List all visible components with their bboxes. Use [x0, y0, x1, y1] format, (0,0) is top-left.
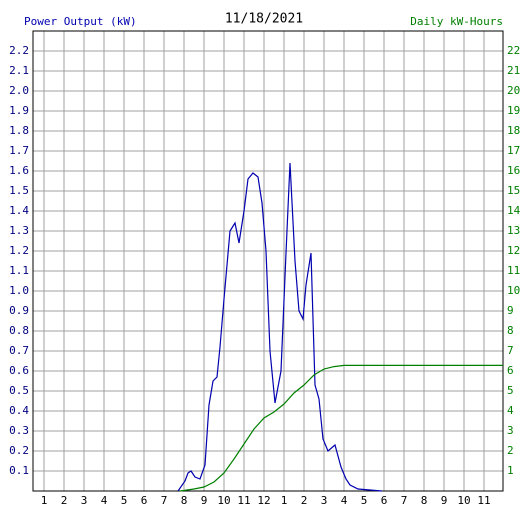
y2-tick-label: 17: [507, 144, 520, 157]
x-tick-label: 4: [341, 494, 348, 507]
y-tick-label: 0.3: [9, 424, 29, 437]
y-tick-label: 2.0: [9, 84, 29, 97]
y2-axis-label: Daily kW-Hours: [410, 15, 503, 28]
y-tick-label: 2.1: [9, 64, 29, 77]
x-tick-label: 11: [477, 494, 490, 507]
y-tick-label: 1.2: [9, 244, 29, 257]
y-tick-label: 2.2: [9, 44, 29, 57]
plot-border: [32, 30, 504, 492]
x-tick-label: 9: [201, 494, 208, 507]
y2-tick-label: 5: [507, 384, 514, 397]
y-tick-label: 1.6: [9, 164, 29, 177]
y2-tick-label: 21: [507, 64, 520, 77]
y2-tick-label: 10: [507, 284, 520, 297]
x-tick-label: 1: [281, 494, 288, 507]
x-tick-label: 2: [61, 494, 68, 507]
chart-title: 11/18/2021: [225, 12, 303, 27]
x-tick-label: 4: [101, 494, 108, 507]
y2-tick-label: 16: [507, 164, 520, 177]
y2-tick-label: 13: [507, 224, 520, 237]
y2-tick-label: 7: [507, 344, 514, 357]
data-line: [179, 364, 503, 492]
y2-tick-label: 15: [507, 184, 520, 197]
x-tick-label: 3: [321, 494, 328, 507]
y2-tick-label: 20: [507, 84, 520, 97]
y-tick-label: 0.2: [9, 444, 29, 457]
y2-tick-label: 12: [507, 244, 520, 257]
y-tick-label: 0.8: [9, 324, 29, 337]
x-tick-label: 6: [381, 494, 388, 507]
y-tick-label: 0.7: [9, 344, 29, 357]
x-tick-label: 11: [237, 494, 250, 507]
y-axis-label: Power Output (kW): [24, 15, 137, 28]
y-tick-label: 1.4: [9, 204, 29, 217]
y-tick-label: 0.6: [9, 364, 29, 377]
y2-tick-label: 22: [507, 44, 520, 57]
x-tick-label: 8: [181, 494, 188, 507]
x-tick-label: 9: [441, 494, 448, 507]
y2-tick-label: 8: [507, 324, 514, 337]
x-tick-label: 7: [401, 494, 408, 507]
y2-tick-label: 1: [507, 464, 514, 477]
x-tick-label: 6: [141, 494, 148, 507]
y2-tick-label: 2: [507, 444, 514, 457]
y-tick-label: 1.0: [9, 284, 29, 297]
y2-tick-label: 6: [507, 364, 514, 377]
x-tick-label: 10: [217, 494, 230, 507]
y-tick-label: 0.1: [9, 464, 29, 477]
y2-tick-label: 11: [507, 264, 520, 277]
y-tick-label: 1.9: [9, 104, 29, 117]
x-tick-label: 2: [301, 494, 308, 507]
x-tick-label: 5: [121, 494, 128, 507]
data-line: [177, 162, 383, 492]
y-tick-label: 1.1: [9, 264, 29, 277]
x-tick-label: 7: [161, 494, 168, 507]
y-tick-label: 1.7: [9, 144, 29, 157]
y2-tick-label: 19: [507, 104, 520, 117]
y2-tick-label: 4: [507, 404, 514, 417]
y2-tick-label: 9: [507, 304, 514, 317]
x-tick-label: 3: [81, 494, 88, 507]
y-tick-label: 0.4: [9, 404, 29, 417]
x-tick-label: 1: [41, 494, 48, 507]
y-tick-label: 1.5: [9, 184, 29, 197]
x-tick-label: 10: [457, 494, 470, 507]
x-tick-label: 5: [361, 494, 368, 507]
x-tick-label: 12: [257, 494, 270, 507]
y-tick-label: 1.3: [9, 224, 29, 237]
y2-tick-label: 3: [507, 424, 514, 437]
y2-tick-label: 14: [507, 204, 521, 217]
y-tick-label: 0.9: [9, 304, 29, 317]
y2-tick-label: 18: [507, 124, 520, 137]
y-tick-label: 0.5: [9, 384, 29, 397]
x-tick-label: 8: [421, 494, 428, 507]
y-tick-label: 1.8: [9, 124, 29, 137]
